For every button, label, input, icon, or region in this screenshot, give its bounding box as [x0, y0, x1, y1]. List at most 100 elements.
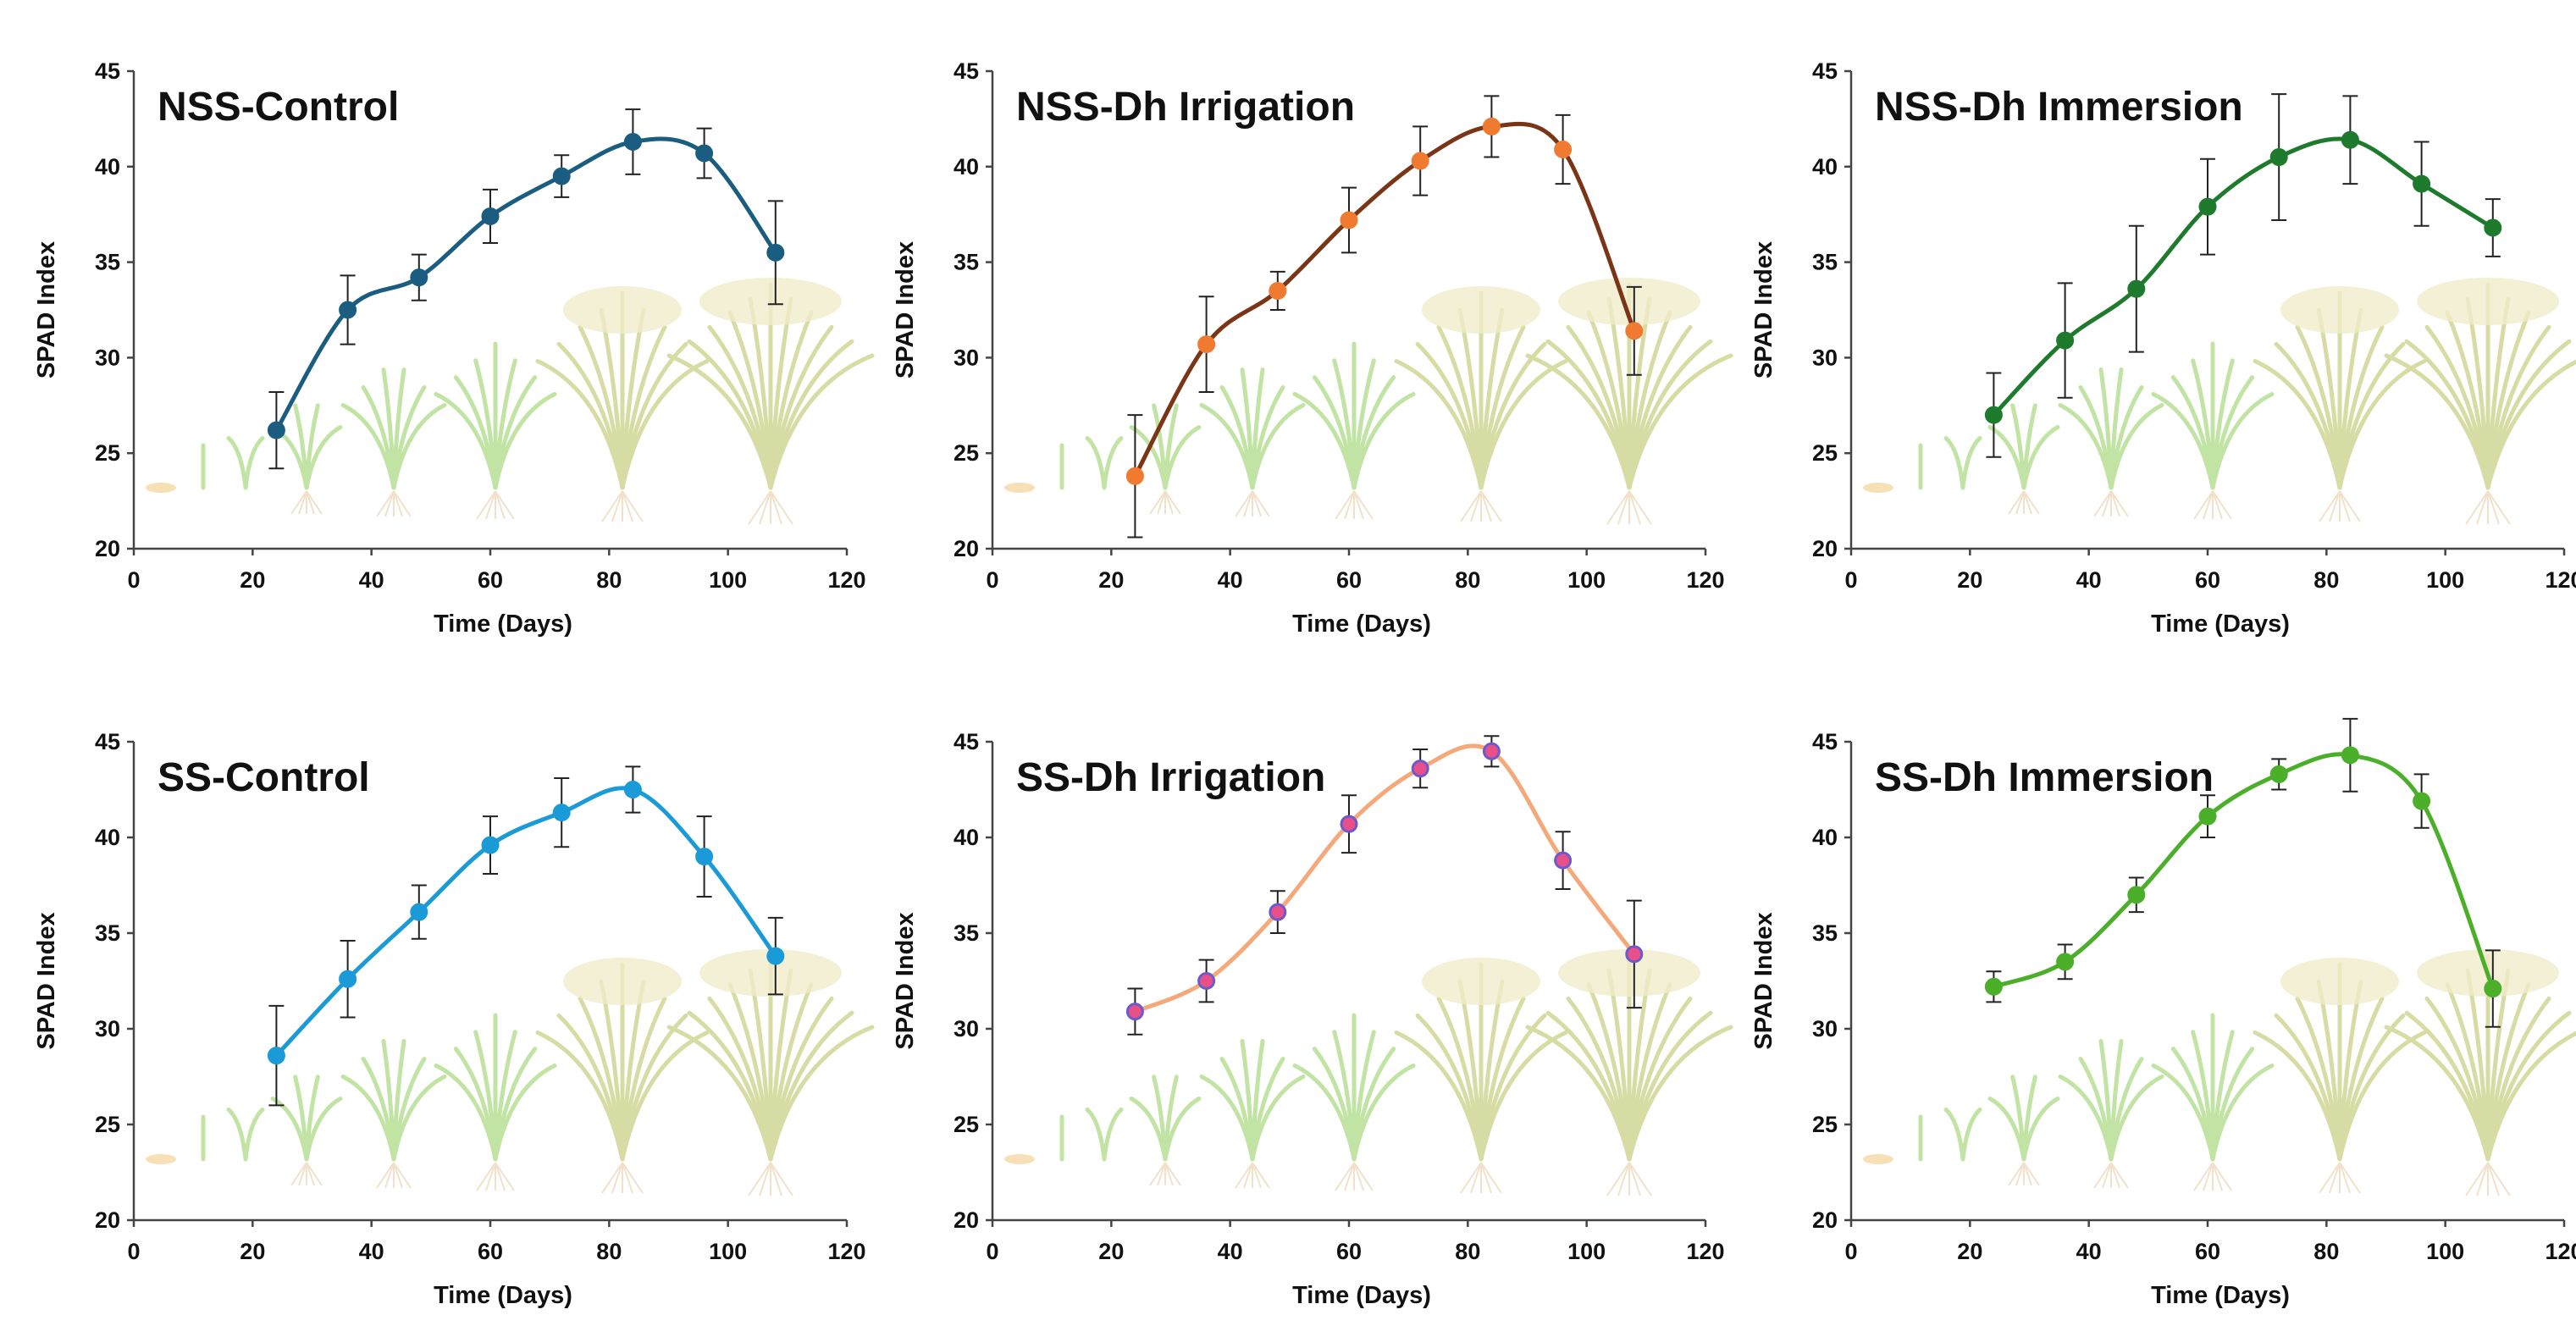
root-stroke — [611, 490, 623, 522]
root-stroke — [376, 1162, 395, 1189]
x-tick-label: 60 — [2195, 567, 2220, 593]
panel-ss-control: 20 25 30 35 40 45 0 20 40 60 80 100 120 Time (Days) SP… — [0, 668, 875, 1337]
root-stroke — [601, 1162, 623, 1194]
y-tick-label: 30 — [95, 345, 120, 370]
rice-plant-icon — [270, 403, 343, 515]
rice-plant-icon — [1004, 1154, 1035, 1164]
root-stroke — [495, 490, 506, 520]
rice-plant-icon — [1085, 436, 1124, 490]
data-point — [623, 132, 642, 151]
y-tick-label: 25 — [1812, 1112, 1838, 1137]
seed-shape — [1863, 1154, 1893, 1164]
data-point — [2056, 953, 2075, 971]
root-stroke — [601, 490, 623, 522]
x-tick-label: 100 — [1567, 1239, 1606, 1264]
rice-plant-icon — [434, 341, 557, 520]
root-stroke — [2023, 1162, 2040, 1186]
x-tick-label: 40 — [1218, 567, 1243, 593]
leaf-stroke — [226, 1108, 248, 1162]
root-stroke — [290, 490, 307, 515]
x-tick-label: 60 — [2195, 1239, 2220, 1264]
y-tick-label: 35 — [95, 920, 120, 946]
chart-ss-dh-irrigation: 20 25 30 35 40 45 0 20 40 60 80 100 120 Time (Days) SP… — [892, 729, 1733, 1309]
y-axis-title: SPAD Index — [1750, 912, 1777, 1049]
rice-plant-icon — [1863, 1154, 1893, 1164]
y-tick-label: 40 — [954, 825, 979, 850]
leaf-stroke — [535, 359, 625, 490]
y-tick-label: 45 — [1812, 729, 1838, 754]
x-tick-label: 20 — [240, 567, 265, 593]
root-stroke — [1252, 490, 1262, 517]
leaf-stroke — [493, 1064, 557, 1162]
seed-shape — [1004, 483, 1035, 493]
rice-plant-icon — [226, 436, 265, 490]
x-tick-label: 60 — [1336, 1239, 1362, 1264]
rice-plant-icon — [1525, 278, 1733, 525]
root-stroke — [2015, 1162, 2025, 1186]
root-stroke — [2203, 1162, 2214, 1191]
root-stroke — [1243, 1162, 1253, 1189]
series-line — [274, 786, 778, 1058]
root-stroke — [393, 1162, 412, 1189]
root-stroke — [306, 490, 323, 515]
leaf-stroke — [1352, 392, 1416, 490]
root-stroke — [1157, 490, 1166, 515]
y-tick-label: 45 — [95, 729, 120, 754]
root-stroke — [1460, 490, 1482, 522]
x-tick-label: 80 — [2313, 567, 2339, 593]
panel-title: NSS-Control — [158, 85, 399, 130]
rice-plant-icon — [2384, 949, 2576, 1196]
x-tick-label: 40 — [359, 567, 384, 593]
root-stroke — [298, 1162, 307, 1186]
root-stroke — [2015, 490, 2025, 515]
root-stroke — [298, 490, 307, 515]
data-point — [2341, 746, 2359, 765]
root-stroke — [1235, 1162, 1253, 1189]
leaf-stroke — [620, 359, 710, 490]
root-stroke — [622, 490, 633, 522]
x-tick-label: 40 — [359, 1239, 384, 1264]
x-tick-label: 120 — [1686, 567, 1724, 593]
data-point — [2341, 130, 2359, 149]
root-stroke — [2212, 490, 2232, 520]
rice-plant-icon — [1199, 367, 1306, 517]
root-stroke — [384, 1162, 395, 1189]
data-point — [339, 970, 357, 988]
leaf-stroke — [2337, 359, 2427, 490]
root-stroke — [2319, 490, 2341, 522]
rice-plant-icon — [1085, 1108, 1124, 1162]
rice-growth-illustration — [146, 278, 875, 525]
root-stroke — [1470, 1162, 1482, 1194]
root-stroke — [1164, 490, 1174, 515]
data-point — [1340, 211, 1358, 229]
panel-ss-dh-irrigation: 20 25 30 35 40 45 0 20 40 60 80 100 120 Time (Days) SP… — [859, 668, 1733, 1337]
root-stroke — [2465, 1162, 2489, 1196]
rice-plant-icon — [1987, 403, 2060, 515]
leaf-stroke — [768, 1025, 875, 1162]
y-tick-label: 20 — [954, 536, 979, 561]
root-stroke — [1480, 1162, 1492, 1194]
leaf-stroke — [556, 1013, 625, 1162]
root-stroke — [306, 1162, 323, 1186]
root-stroke — [1353, 490, 1374, 520]
data-point — [2269, 148, 2288, 167]
root-stroke — [2110, 1162, 2129, 1189]
root-stroke — [622, 1162, 633, 1194]
data-point — [1197, 335, 1216, 354]
root-stroke — [1164, 490, 1181, 515]
x-tick-label: 80 — [2313, 1239, 2339, 1264]
panel-title: NSS-Dh Immersion — [1875, 85, 2243, 130]
rice-plant-icon — [340, 1039, 447, 1189]
rice-growth-illustration — [146, 949, 875, 1196]
data-point — [1125, 467, 1144, 485]
x-tick-label: 0 — [986, 1239, 998, 1264]
chart-ss-control: 20 25 30 35 40 45 0 20 40 60 80 100 120 Time (Days) SP… — [33, 729, 875, 1309]
root-stroke — [622, 1162, 644, 1194]
y-tick-label: 40 — [1812, 154, 1838, 180]
y-tick-label: 25 — [1812, 440, 1838, 466]
root-stroke — [2023, 490, 2040, 515]
leaf-stroke — [243, 1108, 265, 1162]
leaf-stroke — [1352, 1064, 1416, 1162]
